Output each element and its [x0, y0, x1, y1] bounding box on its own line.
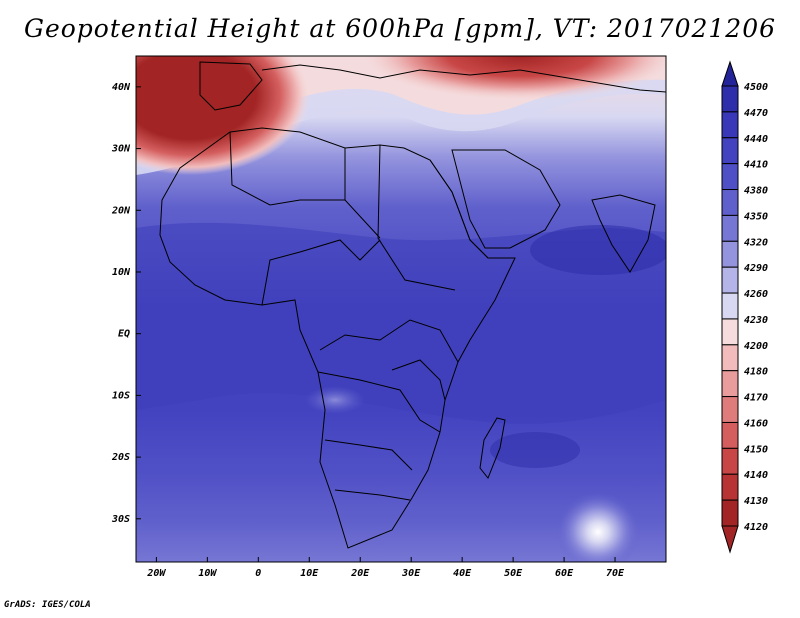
colorbar-swatch: [721, 214, 739, 242]
lat-label-40n: 40N: [112, 82, 131, 93]
country-border-3: [261, 239, 381, 306]
colorbar-swatch: [721, 137, 739, 165]
colorbar-label: 4140: [744, 470, 768, 481]
lat-label-10n: 10N: [112, 267, 131, 278]
country-border-1: [229, 131, 381, 239]
colorbar-swatch: [721, 447, 739, 475]
colorbar-arrow-top: [721, 60, 739, 87]
field-light-patch: [305, 386, 365, 414]
field-low-south: [556, 492, 640, 562]
colorbar-label: 4150: [744, 444, 768, 455]
colorbar-label: 4230: [744, 315, 768, 326]
colorbar-swatch: [721, 266, 739, 294]
colorbar-swatch: [721, 344, 739, 372]
field-low-northwest: [136, 56, 310, 175]
lat-label-eq: EQ: [118, 329, 130, 340]
colorbar: 4500 4470 4440 4410 4380 4350 4320 4290 4260 4230…: [721, 60, 768, 554]
lat-label-20n: 20N: [111, 205, 131, 216]
latitude-axis: 40N 30N 20N 10N EQ 10S 20S 30S: [111, 82, 141, 525]
red-sea-coast: [429, 159, 489, 259]
colorbar-swatch: [721, 240, 739, 268]
lon-label-0: 0: [255, 568, 261, 579]
colorbar-swatch: [721, 421, 739, 449]
lon-label-50e: 50E: [504, 568, 523, 579]
plot-frame: [135, 55, 667, 563]
colorbar-label: 4120: [744, 522, 768, 533]
colorbar-swatch: [721, 189, 739, 216]
colorbar-swatch: [721, 111, 739, 139]
lon-label-40e: 40E: [453, 568, 472, 579]
madagascar-coastline: [479, 417, 506, 479]
colorbar-label: 4350: [744, 211, 768, 222]
country-border-6: [324, 439, 413, 501]
lon-label-10w: 10W: [198, 568, 217, 579]
lon-label-30e: 30E: [401, 568, 421, 579]
field-high-arabian-sea: [530, 225, 666, 275]
india-coastline: [591, 194, 656, 273]
colorbar-label: 4180: [744, 367, 768, 378]
colorbar-label: 4500: [744, 82, 768, 93]
lon-label-20w: 20W: [146, 568, 166, 579]
colorbar-swatch: [721, 85, 739, 113]
field-high-indian-ocean: [490, 432, 580, 468]
country-border-7: [391, 359, 446, 401]
country-border-2: [344, 144, 456, 291]
colorbar-swatch: [721, 499, 739, 527]
grads-credit: GrADS: IGES/COLA: [4, 600, 91, 610]
height-field: [136, 56, 666, 562]
longitude-axis: 20W 10W 0 10E 20E 30E 40E 50E 60E 70E: [146, 557, 625, 579]
colorbar-label: 4130: [744, 496, 768, 507]
country-border-4: [319, 319, 459, 363]
lon-label-60e: 60E: [555, 568, 574, 579]
lat-label-30n: 30N: [111, 144, 131, 155]
colorbar-swatch: [721, 163, 739, 191]
arabia-coastline: [451, 149, 561, 249]
lat-label-20s: 20S: [111, 452, 130, 463]
lon-label-70e: 70E: [606, 568, 625, 579]
mediterranean-north: [261, 64, 666, 93]
lat-label-30s: 30S: [111, 514, 130, 525]
colorbar-label: 4440: [744, 134, 768, 145]
colorbar-label: 4160: [744, 418, 768, 429]
colorbar-label: 4260: [744, 289, 768, 300]
field-high-band: [136, 222, 666, 424]
field-low-northeast: [360, 56, 666, 101]
colorbar-arrow-bottom: [721, 525, 739, 554]
colorbar-label: 4320: [744, 237, 768, 248]
colorbar-swatch: [721, 473, 739, 501]
colorbar-swatch: [721, 396, 739, 423]
coastlines: [159, 61, 666, 549]
colorbar-label: 4200: [744, 341, 768, 352]
colorbar-swatch: [721, 370, 739, 398]
lat-label-10s: 10S: [112, 390, 130, 401]
lon-label-10e: 10E: [300, 568, 319, 579]
colorbar-label: 4380: [744, 186, 768, 197]
colorbar-label: 4470: [744, 108, 768, 119]
colorbar-label: 4170: [744, 393, 768, 404]
iberia-coastline: [199, 61, 263, 111]
colorbar-label: 4410: [744, 160, 768, 171]
colorbar-label: 4290: [744, 263, 768, 274]
map-title: Geopotential Height at 600hPa [gpm], VT:…: [23, 14, 777, 43]
colorbar-swatch: [721, 318, 739, 346]
country-border-5: [317, 371, 441, 433]
colorbar-swatch: [721, 292, 739, 320]
lon-label-20e: 20E: [350, 568, 370, 579]
